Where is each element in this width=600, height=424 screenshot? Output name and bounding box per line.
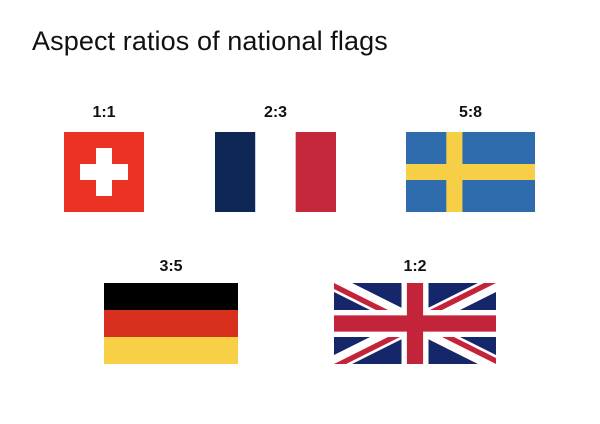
swedish-cross-horizontal (406, 164, 535, 180)
ratio-label-2-3: 2:3 (263, 104, 288, 121)
french-white-band (255, 132, 296, 212)
ratio-label-3-5: 3:5 (159, 258, 183, 275)
german-flag-icon (104, 283, 238, 364)
swedish-flag-icon (406, 132, 535, 212)
german-black-band (104, 283, 238, 310)
ratio-label-5-8: 5:8 (458, 104, 483, 121)
uk-red-cross (334, 283, 496, 364)
german-red-band (104, 310, 238, 337)
swiss-flag-icon (64, 132, 144, 212)
uk-flag-icon (334, 283, 496, 364)
french-red-band (295, 132, 336, 212)
swiss-cross-horizontal (80, 164, 128, 180)
ratio-label-1-2: 1:2 (403, 258, 427, 275)
french-blue-band (215, 132, 256, 212)
page-title: Aspect ratios of national flags (32, 26, 388, 56)
ratio-label-1-1: 1:1 (92, 104, 116, 121)
german-gold-band (104, 337, 238, 364)
french-flag-icon (215, 132, 336, 212)
